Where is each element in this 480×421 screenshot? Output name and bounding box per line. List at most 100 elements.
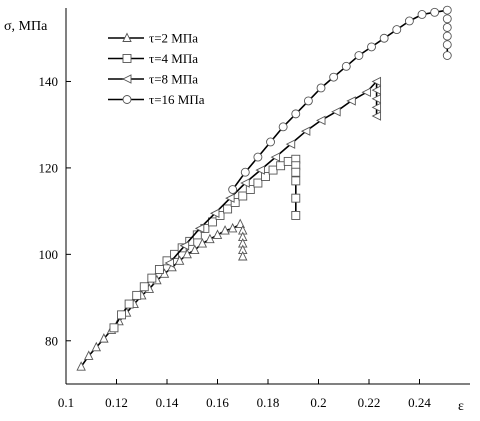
data-point	[225, 193, 235, 203]
legend-item: τ=16 МПа	[108, 92, 205, 107]
data-point	[442, 22, 452, 32]
data-point	[278, 122, 288, 132]
data-point	[117, 310, 127, 320]
data-point	[268, 165, 278, 175]
data-point	[253, 152, 263, 162]
data-point	[240, 178, 250, 188]
data-point	[361, 87, 371, 98]
data-point	[346, 96, 356, 106]
legend-label: τ=8 МПа	[149, 72, 198, 87]
data-point	[228, 185, 238, 194]
legend-label: τ=2 МПа	[149, 31, 198, 46]
data-point	[276, 161, 286, 171]
data-point	[238, 250, 248, 261]
data-point	[291, 176, 301, 186]
data-point	[99, 333, 109, 343]
data-point	[235, 218, 245, 229]
data-point	[147, 273, 157, 283]
y-tick-label: 140	[39, 74, 59, 89]
data-point	[253, 178, 263, 188]
data-point	[371, 102, 382, 113]
series-1	[76, 218, 248, 371]
x-tick-label: 0.18	[257, 395, 280, 410]
legend-item: τ=2 МПа	[108, 31, 198, 46]
data-point	[240, 167, 250, 177]
legend-label: τ=16 МПа	[149, 92, 205, 107]
data-point	[109, 323, 119, 333]
y-tick-label: 100	[39, 247, 59, 262]
data-point	[329, 72, 339, 82]
data-point	[303, 96, 313, 106]
x-tick-label: 0.12	[105, 395, 128, 410]
data-point	[442, 51, 452, 60]
x-tick-label: 0.24	[408, 395, 431, 410]
data-point	[124, 299, 134, 309]
data-point	[194, 223, 205, 234]
x-tick-label: 0.2	[310, 395, 326, 410]
axes	[65, 8, 470, 385]
data-point	[164, 258, 174, 268]
data-point	[291, 193, 301, 203]
data-point	[255, 165, 265, 175]
data-point	[379, 33, 389, 43]
data-point	[371, 85, 382, 95]
data-point	[212, 229, 223, 239]
data-point	[167, 261, 177, 272]
data-point	[185, 236, 195, 246]
data-point	[197, 238, 208, 248]
y-ticks: 80 100 120 140	[39, 74, 71, 348]
legend-marker	[122, 32, 132, 42]
data-point	[220, 225, 230, 235]
data-point	[139, 282, 149, 292]
x-tick-label: 0.14	[156, 395, 179, 410]
data-point	[227, 222, 238, 233]
data-point	[371, 76, 382, 87]
data-point	[430, 7, 440, 17]
data-point	[230, 198, 240, 207]
data-point	[91, 341, 102, 352]
data-point	[174, 255, 185, 265]
data-point	[261, 172, 270, 182]
data-point	[316, 83, 326, 93]
legend-item: τ=4 МПа	[108, 51, 198, 66]
x-tick-label: 0.16	[206, 395, 229, 410]
data-point	[341, 61, 351, 71]
series-3	[164, 76, 382, 268]
data-point	[442, 5, 452, 15]
data-point	[238, 191, 248, 201]
legend-item: τ=8 МПа	[108, 72, 198, 87]
legend-marker	[122, 54, 132, 63]
data-point	[442, 31, 452, 41]
data-point	[132, 290, 142, 300]
data-point	[442, 14, 452, 24]
data-point	[283, 156, 293, 166]
data-point	[291, 109, 301, 119]
data-point	[392, 25, 402, 35]
data-point	[442, 40, 452, 50]
legend-marker	[122, 95, 132, 104]
x-axis-title: ε	[458, 399, 464, 414]
series-line	[80, 222, 244, 368]
legend: τ=2 МПа τ=4 МПа τ=8 МПа τ=16 МПа	[108, 31, 205, 107]
data-point	[371, 94, 382, 104]
plot-area	[76, 5, 452, 371]
data-point	[190, 244, 200, 254]
data-point	[76, 361, 86, 371]
data-point	[266, 137, 275, 147]
data-point	[291, 167, 301, 177]
data-point	[371, 111, 382, 121]
data-point	[83, 350, 94, 360]
y-axis-title: σ, МПа	[4, 19, 48, 34]
data-point	[285, 139, 296, 149]
data-point	[404, 16, 414, 26]
data-point	[354, 51, 364, 60]
y-tick-label: 80	[45, 333, 58, 348]
data-point	[207, 217, 217, 227]
series-line	[232, 9, 449, 190]
data-point	[223, 204, 233, 214]
x-tick-label: 0.1	[58, 395, 74, 410]
data-point	[270, 152, 281, 162]
data-point	[154, 265, 164, 274]
data-point	[245, 185, 255, 194]
